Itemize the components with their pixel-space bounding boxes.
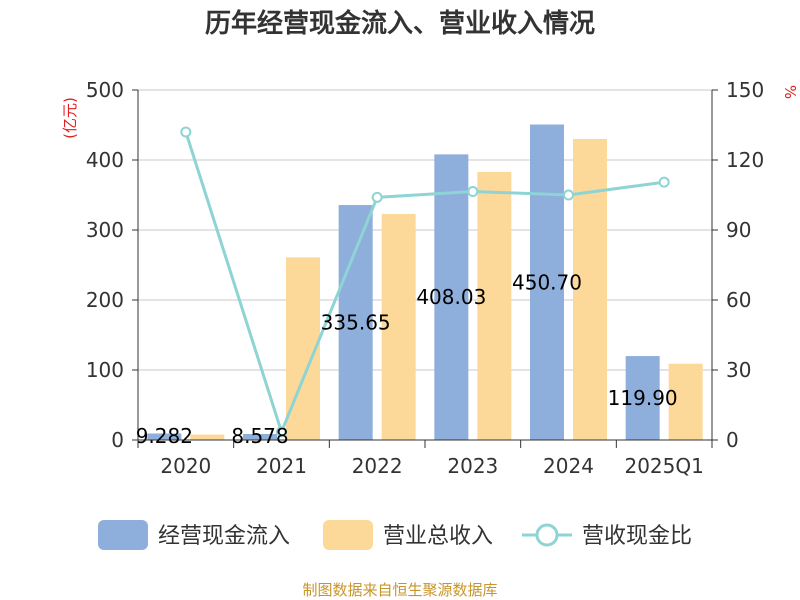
- ratio-point: [658, 176, 670, 188]
- ratio-point: [371, 191, 383, 203]
- y-left-tick-label: 300: [86, 218, 124, 242]
- ratio-point: [563, 189, 574, 201]
- data-label-cash-inflow: 9.282: [136, 424, 193, 448]
- y-right-tick-label: 120: [726, 148, 764, 172]
- axes: [132, 89, 718, 448]
- bar-cash-inflow: [530, 124, 564, 440]
- bar-revenue: [190, 434, 225, 440]
- y-left-tick-label: 0: [111, 428, 124, 452]
- x-ticks: 2020 2021 2022 2023 2024 2025Q1: [160, 454, 703, 478]
- data-label-cash-inflow: 335.65: [321, 311, 391, 335]
- bar-cash-inflow: [243, 433, 277, 440]
- x-tick-label: 2025Q1: [624, 454, 703, 478]
- y-left-tick-label: 500: [86, 78, 124, 102]
- bar-cash-inflow: [338, 205, 373, 440]
- legend: 经营现金流入 营业总收入 营收现金比: [98, 520, 692, 550]
- y-right-tick-label: 0: [726, 428, 739, 452]
- bar-cash-inflow: [147, 433, 182, 440]
- bar-revenue: [668, 363, 703, 440]
- y-right-unit: %: [781, 85, 799, 99]
- bar-revenue: [381, 213, 416, 440]
- ratio-line: [180, 126, 670, 438]
- ratio-line-path: [184, 131, 665, 437]
- bar-cash-inflow: [625, 356, 660, 440]
- bar-revenue: [477, 171, 512, 440]
- source-note: 制图数据来自恒生聚源数据库: [302, 581, 497, 599]
- data-labels: 9.282 8.578 335.65 408.03 450.70 119.90: [136, 270, 678, 448]
- legend-label-revenue: 营业总收入: [383, 524, 493, 549]
- data-label-cash-inflow: 450.70: [512, 270, 582, 294]
- y-right-tick-label: 60: [726, 288, 751, 312]
- y-right-tick-label: 30: [726, 358, 751, 382]
- y-right-tick-label: 150: [726, 78, 764, 102]
- gridlines: [138, 89, 712, 371]
- x-tick-label: 2022: [352, 454, 403, 478]
- legend-swatch-cash-inflow: [98, 520, 148, 550]
- y-left-unit: (亿元): [61, 97, 79, 139]
- y-left-tick-label: 400: [86, 148, 124, 172]
- legend-swatch-revenue: [323, 520, 373, 550]
- ratio-point: [180, 126, 192, 138]
- y-left-tick-label: 200: [86, 288, 124, 312]
- y-left-ticks: 0 100 200 300 400 500: [86, 78, 124, 452]
- data-label-cash-inflow: 8.578: [231, 424, 288, 448]
- y-right-ticks: 0 30 60 90 120 150: [726, 78, 764, 452]
- y-right-tick-label: 90: [726, 218, 751, 242]
- bar-cash-inflow: [434, 154, 469, 440]
- x-tick-label: 2021: [256, 454, 307, 478]
- x-tick-label: 2020: [160, 454, 211, 478]
- x-tick-label: 2024: [543, 454, 594, 478]
- legend-label-ratio: 营收现金比: [582, 524, 692, 549]
- ratio-point: [276, 426, 287, 438]
- y-left-tick-label: 100: [86, 358, 124, 382]
- data-label-cash-inflow: 408.03: [416, 285, 486, 309]
- chart-title: 历年经营现金流入、营业收入情况: [205, 8, 595, 39]
- legend-marker-ratio: [535, 523, 559, 547]
- data-label-cash-inflow: 119.90: [608, 386, 678, 410]
- bars: [147, 124, 703, 440]
- ratio-point: [467, 186, 479, 197]
- legend-label-cash-inflow: 经营现金流入: [158, 524, 290, 549]
- x-tick-label: 2023: [447, 454, 498, 478]
